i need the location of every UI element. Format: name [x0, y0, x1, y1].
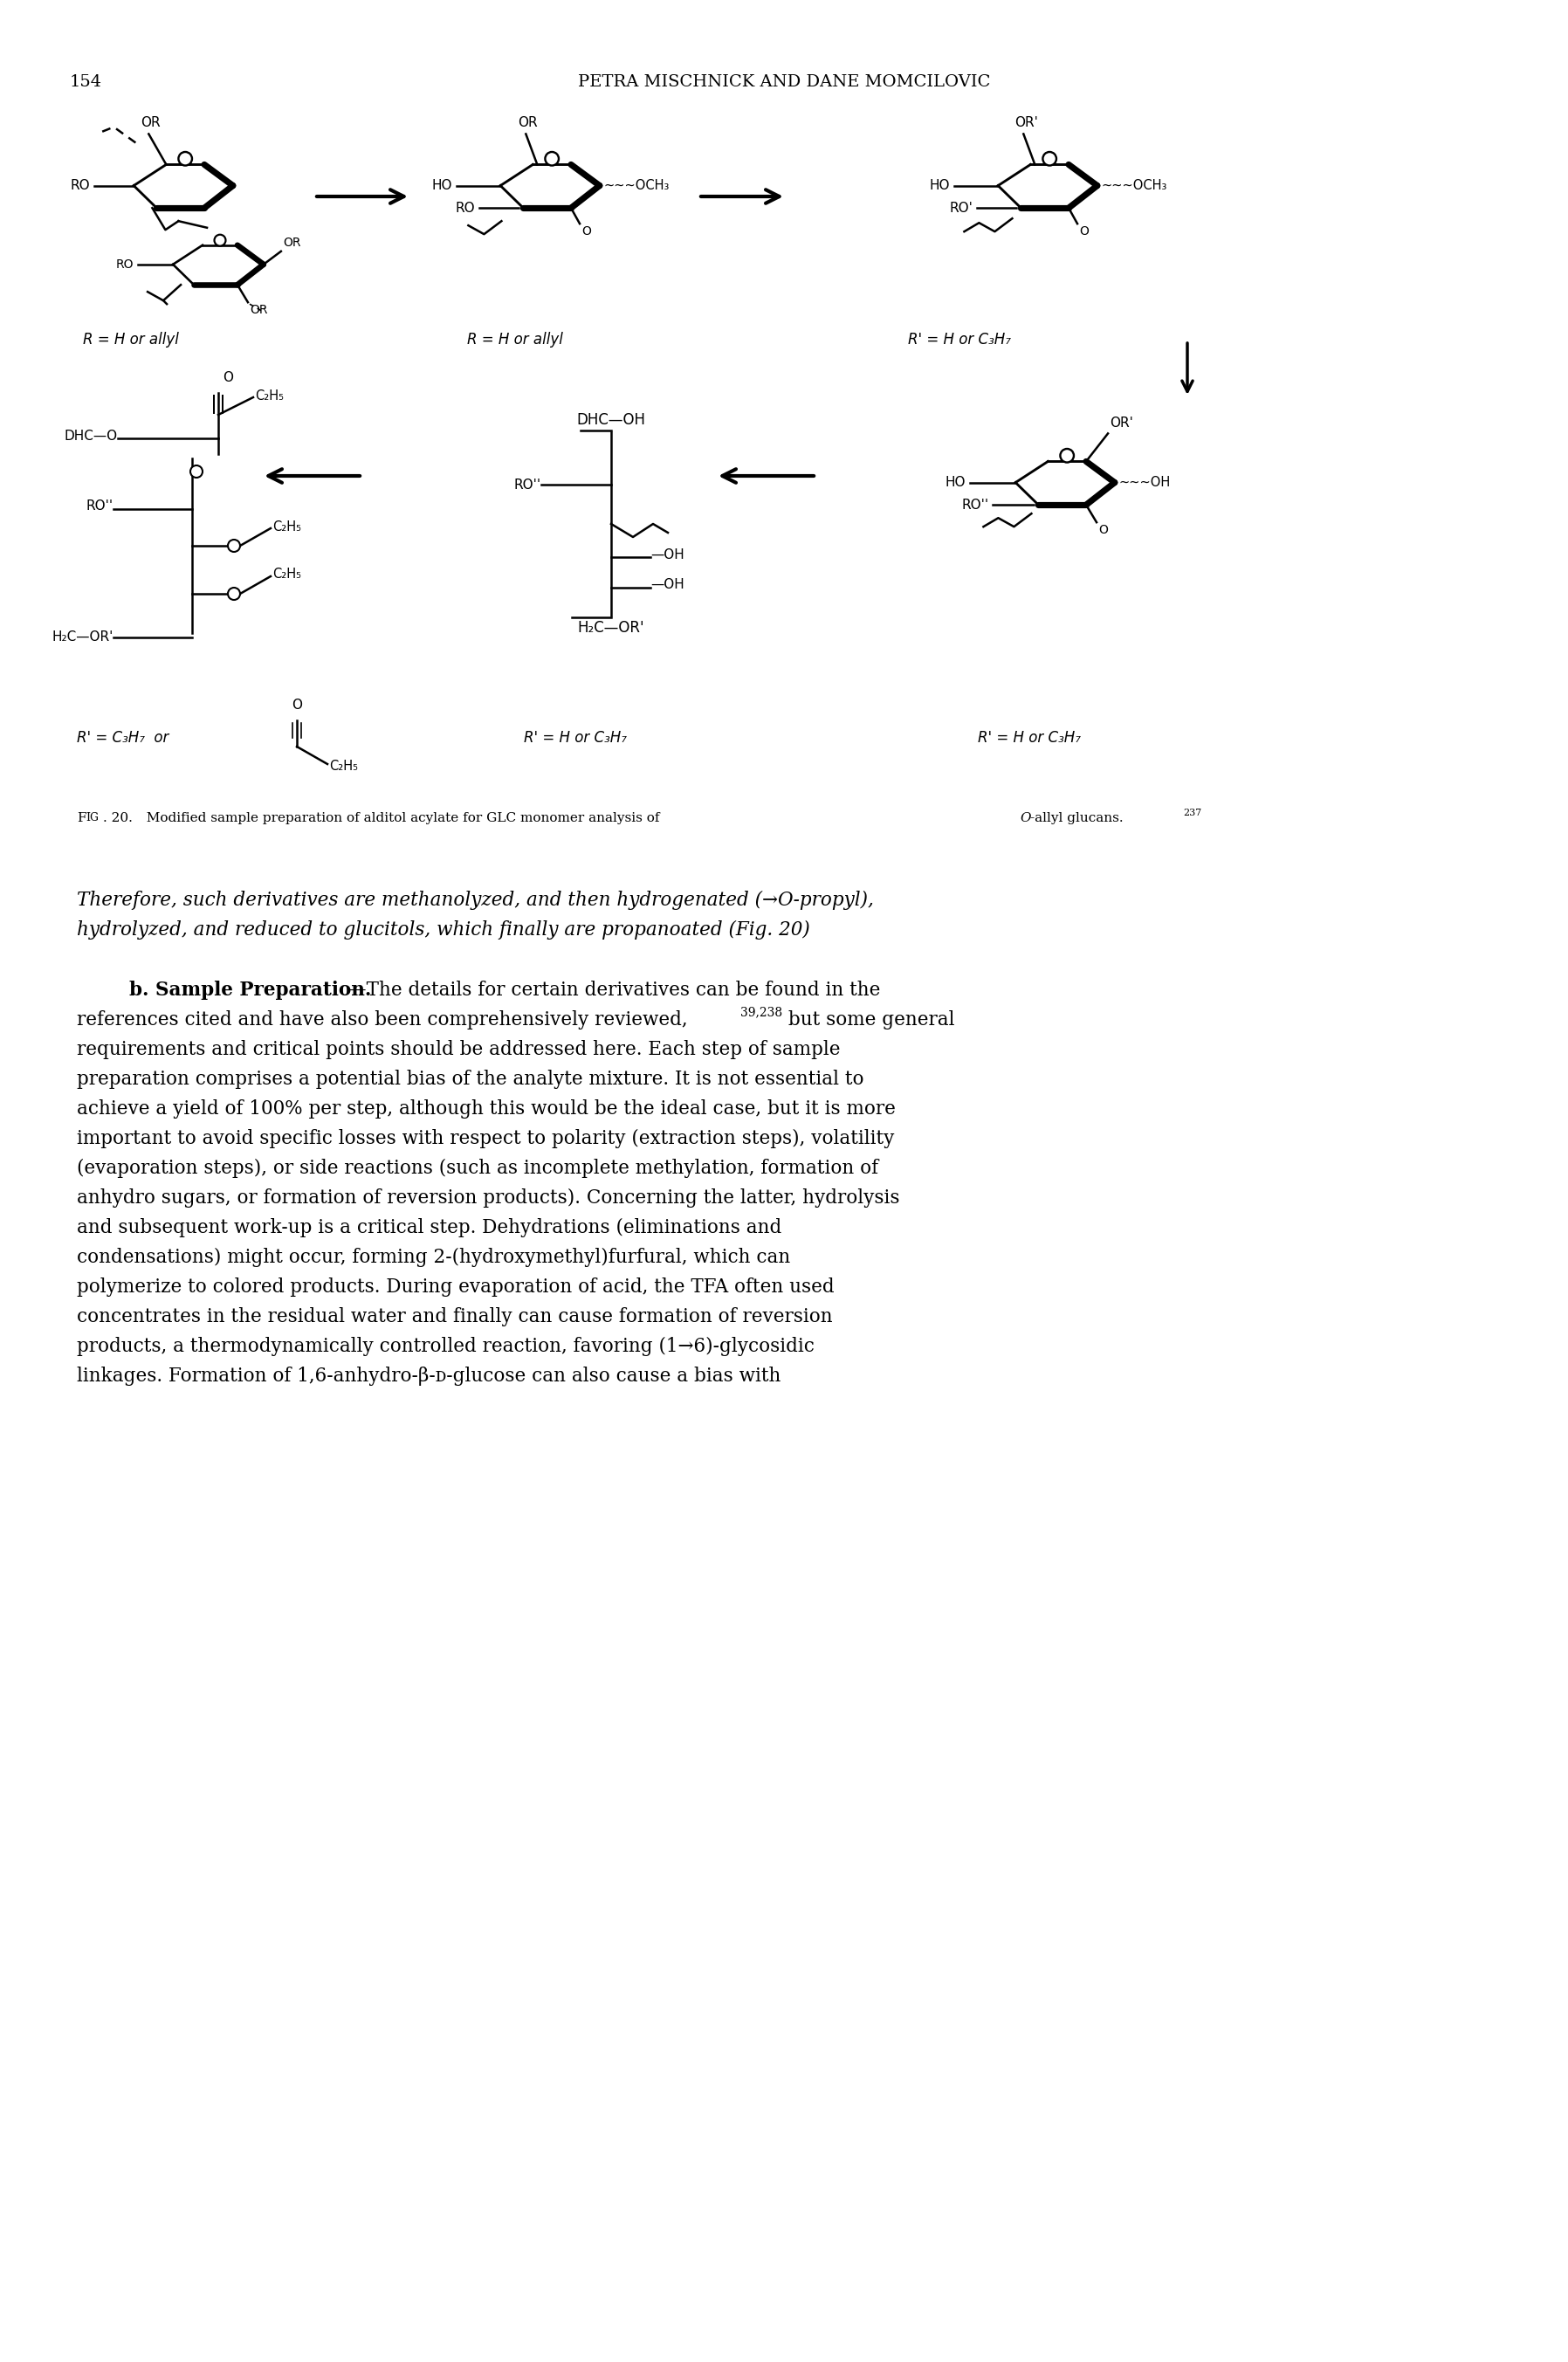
Text: R = H or allyl: R = H or allyl	[83, 331, 179, 347]
Text: C₂H₅: C₂H₅	[273, 567, 301, 581]
Text: ~~~OCH₃: ~~~OCH₃	[1102, 180, 1168, 191]
Text: linkages. Formation of 1,6-anhydro-β-ᴅ-glucose can also cause a bias with: linkages. Formation of 1,6-anhydro-β-ᴅ-g…	[77, 1368, 781, 1386]
Text: R' = H or C₃H₇: R' = H or C₃H₇	[908, 331, 1011, 347]
Text: OR: OR	[141, 116, 160, 130]
Circle shape	[227, 588, 240, 600]
Text: and subsequent work-up is a critical step. Dehydrations (eliminations and: and subsequent work-up is a critical ste…	[77, 1219, 781, 1238]
Text: 39,238: 39,238	[740, 1006, 782, 1018]
Text: preparation comprises a potential bias of the analyte mixture. It is not essenti: preparation comprises a potential bias o…	[77, 1070, 864, 1089]
Text: O: O	[292, 699, 303, 711]
Text: references cited and have also been comprehensively reviewed,: references cited and have also been comp…	[77, 1011, 688, 1030]
Text: O: O	[1019, 813, 1030, 824]
Text: OR: OR	[517, 116, 538, 130]
Text: anhydro sugars, or formation of reversion products). Concerning the latter, hydr: anhydro sugars, or formation of reversio…	[77, 1188, 900, 1207]
Text: O: O	[1098, 524, 1109, 536]
Text: RO'': RO''	[961, 498, 989, 513]
Text: O: O	[223, 371, 234, 385]
Text: R' = H or C₃H₇: R' = H or C₃H₇	[978, 730, 1080, 746]
Circle shape	[1060, 449, 1074, 463]
Text: O: O	[1079, 224, 1088, 239]
Text: OR': OR'	[1110, 418, 1134, 430]
Circle shape	[179, 151, 191, 165]
Text: RO'': RO''	[86, 501, 113, 513]
Text: —The details for certain derivatives can be found in the: —The details for certain derivatives can…	[348, 980, 880, 999]
Text: R' = H or C₃H₇: R' = H or C₃H₇	[524, 730, 627, 746]
Text: . 20.: . 20.	[103, 813, 133, 824]
Text: hydrolyzed, and reduced to glucitols, which finally are propanoated (Fig. 20): hydrolyzed, and reduced to glucitols, wh…	[77, 921, 811, 940]
Text: ~~~OCH₃: ~~~OCH₃	[604, 180, 670, 191]
Text: RO: RO	[71, 180, 89, 191]
Text: F: F	[77, 813, 86, 824]
Circle shape	[546, 151, 558, 165]
Text: HO: HO	[431, 180, 453, 191]
Text: DHC—OH: DHC—OH	[577, 411, 646, 428]
Text: but some general: but some general	[782, 1011, 955, 1030]
Text: HO: HO	[930, 180, 950, 191]
Circle shape	[227, 539, 240, 553]
Text: RO: RO	[116, 257, 133, 272]
Text: H₂C—OR': H₂C—OR'	[52, 631, 113, 645]
Circle shape	[215, 234, 226, 246]
Text: requirements and critical points should be addressed here. Each step of sample: requirements and critical points should …	[77, 1039, 840, 1058]
Text: b. Sample Preparation.: b. Sample Preparation.	[129, 980, 372, 999]
Text: —OH: —OH	[651, 579, 684, 590]
Text: RO': RO'	[950, 201, 972, 215]
Text: products, a thermodynamically controlled reaction, favoring (1→6)-glycosidic: products, a thermodynamically controlled…	[77, 1337, 814, 1356]
Text: OR': OR'	[1014, 116, 1038, 130]
Circle shape	[190, 465, 202, 477]
Text: Therefore, such derivatives are methanolyzed, and then hydrogenated (→Ο-propyl),: Therefore, such derivatives are methanol…	[77, 890, 873, 909]
Circle shape	[1043, 151, 1057, 165]
Text: O: O	[582, 224, 591, 239]
Text: 154: 154	[71, 73, 102, 90]
Text: condensations) might occur, forming 2-(hydroxymethyl)furfural, which can: condensations) might occur, forming 2-(h…	[77, 1247, 790, 1266]
Text: OR: OR	[249, 305, 268, 317]
Text: OR: OR	[282, 236, 301, 248]
Text: (evaporation steps), or side reactions (such as incomplete methylation, formatio: (evaporation steps), or side reactions (…	[77, 1160, 878, 1179]
Text: DHC—O: DHC—O	[64, 430, 118, 444]
Text: R = H or allyl: R = H or allyl	[467, 331, 563, 347]
Text: -allyl glucans.: -allyl glucans.	[1030, 813, 1123, 824]
Text: C₂H₅: C₂H₅	[329, 758, 358, 772]
Text: important to avoid specific losses with respect to polarity (extraction steps), : important to avoid specific losses with …	[77, 1129, 894, 1148]
Text: R' = C₃H₇  or: R' = C₃H₇ or	[77, 730, 179, 746]
Text: —OH: —OH	[651, 548, 684, 562]
Text: C₂H₅: C₂H₅	[256, 390, 284, 402]
Text: RO'': RO''	[514, 477, 541, 491]
Text: polymerize to colored products. During evaporation of acid, the TFA often used: polymerize to colored products. During e…	[77, 1278, 834, 1297]
Text: HO: HO	[946, 477, 966, 489]
Text: C₂H₅: C₂H₅	[273, 520, 301, 534]
Text: 237: 237	[1182, 808, 1201, 817]
Text: RO: RO	[456, 201, 475, 215]
Text: concentrates in the residual water and finally can cause formation of reversion: concentrates in the residual water and f…	[77, 1306, 833, 1327]
Text: ~~~OH: ~~~OH	[1120, 477, 1171, 489]
Text: Modified sample preparation of alditol acylate for GLC monomer analysis of: Modified sample preparation of alditol a…	[138, 813, 663, 824]
Text: IG: IG	[86, 813, 99, 824]
Text: PETRA MISCHNICK AND DANE MOMCILOVIC: PETRA MISCHNICK AND DANE MOMCILOVIC	[577, 73, 991, 90]
Text: achieve a yield of 100% per step, although this would be the ideal case, but it : achieve a yield of 100% per step, althou…	[77, 1098, 895, 1120]
Text: H₂C—OR': H₂C—OR'	[577, 619, 644, 635]
